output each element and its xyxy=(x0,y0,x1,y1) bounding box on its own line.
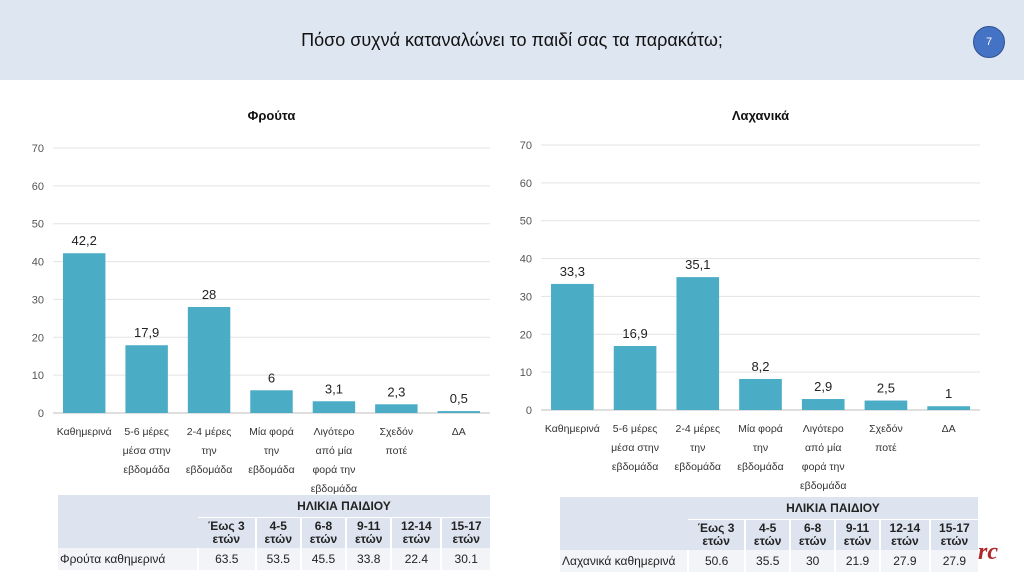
category-label: 2-4 μέρες την εβδομάδα xyxy=(675,423,721,473)
category-label: Καθημερινά xyxy=(545,423,600,435)
table-cell: 30.1 xyxy=(441,548,490,570)
table-cell: 21.9 xyxy=(835,550,881,572)
category-label: Μία φορά την εβδομάδα xyxy=(737,423,783,473)
age-column-header: 6-8 ετών xyxy=(300,517,348,548)
bar xyxy=(187,307,231,413)
data-label: 6 xyxy=(268,370,275,385)
category-label: 5-6 μέρες μέσα στην εβδομάδα xyxy=(123,426,171,476)
category-label: Καθημερινά xyxy=(57,426,112,438)
slide-title: Πόσο συχνά καταναλώνει το παιδί σας τα π… xyxy=(301,30,723,50)
table-cell: 22.4 xyxy=(391,548,443,570)
bar xyxy=(62,253,106,413)
bar xyxy=(125,345,168,413)
vegetables-bar-chart: Λαχανικά 0 10 20 30 40 50 60 70 33,3 Καθημερινά 16,… xyxy=(520,108,980,492)
chart-title: Λαχανικά xyxy=(732,108,789,123)
bar xyxy=(613,346,657,410)
table-cell: 53.5 xyxy=(255,548,302,570)
y-tick-label: 20 xyxy=(32,332,44,344)
y-tick-label: 10 xyxy=(520,367,532,379)
table-cell: 27.9 xyxy=(929,550,978,572)
bar xyxy=(739,378,782,410)
y-tick-label: 20 xyxy=(520,329,532,341)
data-label: 17,9 xyxy=(134,325,159,340)
bar xyxy=(375,404,418,413)
table-cell: 35.5 xyxy=(745,550,792,572)
y-tick-label: 60 xyxy=(520,178,532,190)
age-column-header: 15-17 ετών xyxy=(441,517,490,548)
data-label: 1 xyxy=(945,386,952,401)
bar xyxy=(801,399,845,410)
y-tick-label: 60 xyxy=(32,181,44,193)
data-label: 2,9 xyxy=(814,379,832,394)
y-tick-label: 30 xyxy=(520,291,532,303)
table-cell: 50.6 xyxy=(688,550,747,572)
bar xyxy=(551,283,594,410)
table-row-label: Λαχανικά καθημερινά xyxy=(560,550,689,572)
age-column-header: 9-11 ετών xyxy=(346,517,393,548)
age-column-header: 9-11 ετών xyxy=(835,519,881,550)
slide-header: Πόσο συχνά καταναλώνει το παιδί σας τα π… xyxy=(0,0,1024,80)
category-label: Λιγότερο από μία φορά την εβδομάδα xyxy=(311,426,357,495)
age-column-header: Έως 3 ετών xyxy=(198,517,257,548)
y-tick-label: 0 xyxy=(38,408,44,420)
bar xyxy=(312,401,356,413)
data-label: 2,5 xyxy=(877,381,895,396)
age-column-header: 6-8 ετών xyxy=(790,519,837,550)
data-label: 35,1 xyxy=(685,257,710,272)
y-tick-label: 70 xyxy=(520,140,532,152)
bar xyxy=(676,277,720,410)
age-column-header: 12-14 ετών xyxy=(391,517,443,548)
age-column-header: Έως 3 ετών xyxy=(688,519,747,550)
table-corner xyxy=(560,497,688,550)
category-label: 2-4 μέρες την εβδομάδα xyxy=(186,426,232,476)
category-label: Σχεδόν ποτέ xyxy=(869,423,903,454)
age-column-header: 4-5 ετών xyxy=(745,519,792,550)
data-label: 3,1 xyxy=(325,381,343,396)
data-label: 16,9 xyxy=(622,326,647,341)
table-cell: 45.5 xyxy=(300,548,348,570)
data-label: 0,5 xyxy=(450,391,468,406)
data-label: 42,2 xyxy=(72,233,97,248)
category-label: Μία φορά την εβδομάδα xyxy=(248,426,294,476)
data-label: 2,3 xyxy=(387,384,405,399)
category-label: ΔΑ xyxy=(942,423,956,435)
table-corner xyxy=(58,495,198,548)
age-column-header: 4-5 ετών xyxy=(255,517,302,548)
data-label: 33,3 xyxy=(560,264,585,279)
table-cell: 63.5 xyxy=(198,548,257,570)
age-column-header: 15-17 ετών xyxy=(929,519,978,550)
bar xyxy=(927,406,970,410)
y-tick-label: 0 xyxy=(526,405,532,417)
chart-title: Φρούτα xyxy=(248,108,296,123)
table-cell: 27.9 xyxy=(880,550,931,572)
y-tick-label: 40 xyxy=(32,257,44,269)
age-group-header: ΗΛΙΚΙΑ ΠΑΙΔΙΟΥ xyxy=(198,495,490,518)
brand-logo: rc xyxy=(978,539,998,565)
bar xyxy=(864,400,908,410)
y-tick-label: 10 xyxy=(32,370,44,382)
y-tick-label: 40 xyxy=(520,254,532,266)
y-tick-label: 30 xyxy=(32,294,44,306)
category-label: 5-6 μέρες μέσα στην εβδομάδα xyxy=(611,423,659,473)
bar xyxy=(437,411,481,413)
vegetables-age-table: ΗΛΙΚΙΑ ΠΑΙΔΙΟΥ Έως 3 ετών 4-5 ετών 6-8 ετών… xyxy=(560,497,978,572)
table-cell: 33.8 xyxy=(346,548,393,570)
y-tick-label: 50 xyxy=(520,216,532,228)
data-label: 28 xyxy=(202,287,216,302)
fruits-bar-chart: Φρούτα 0 10 20 30 40 50 60 70 42,2 Καθημερινά 17,9 5… xyxy=(32,108,490,495)
data-label: 8,2 xyxy=(751,359,769,374)
category-label: Λιγότερο από μία φορά την εβδομάδα xyxy=(800,423,846,492)
age-column-header: 12-14 ετών xyxy=(880,519,931,550)
y-tick-label: 70 xyxy=(32,143,44,155)
fruits-age-table: ΗΛΙΚΙΑ ΠΑΙΔΙΟΥ Έως 3 ετών 4-5 ετών 6-8 ετών… xyxy=(58,495,490,570)
bar xyxy=(250,390,293,413)
page-number-badge: 7 xyxy=(973,26,1005,58)
table-cell: 30 xyxy=(790,550,837,572)
y-tick-label: 50 xyxy=(32,219,44,231)
category-label: ΔΑ xyxy=(452,426,466,438)
age-group-header: ΗΛΙΚΙΑ ΠΑΙΔΙΟΥ xyxy=(688,497,978,520)
category-label: Σχεδόν ποτέ xyxy=(380,426,414,457)
table-row-label: Φρούτα καθημερινά xyxy=(58,548,199,570)
